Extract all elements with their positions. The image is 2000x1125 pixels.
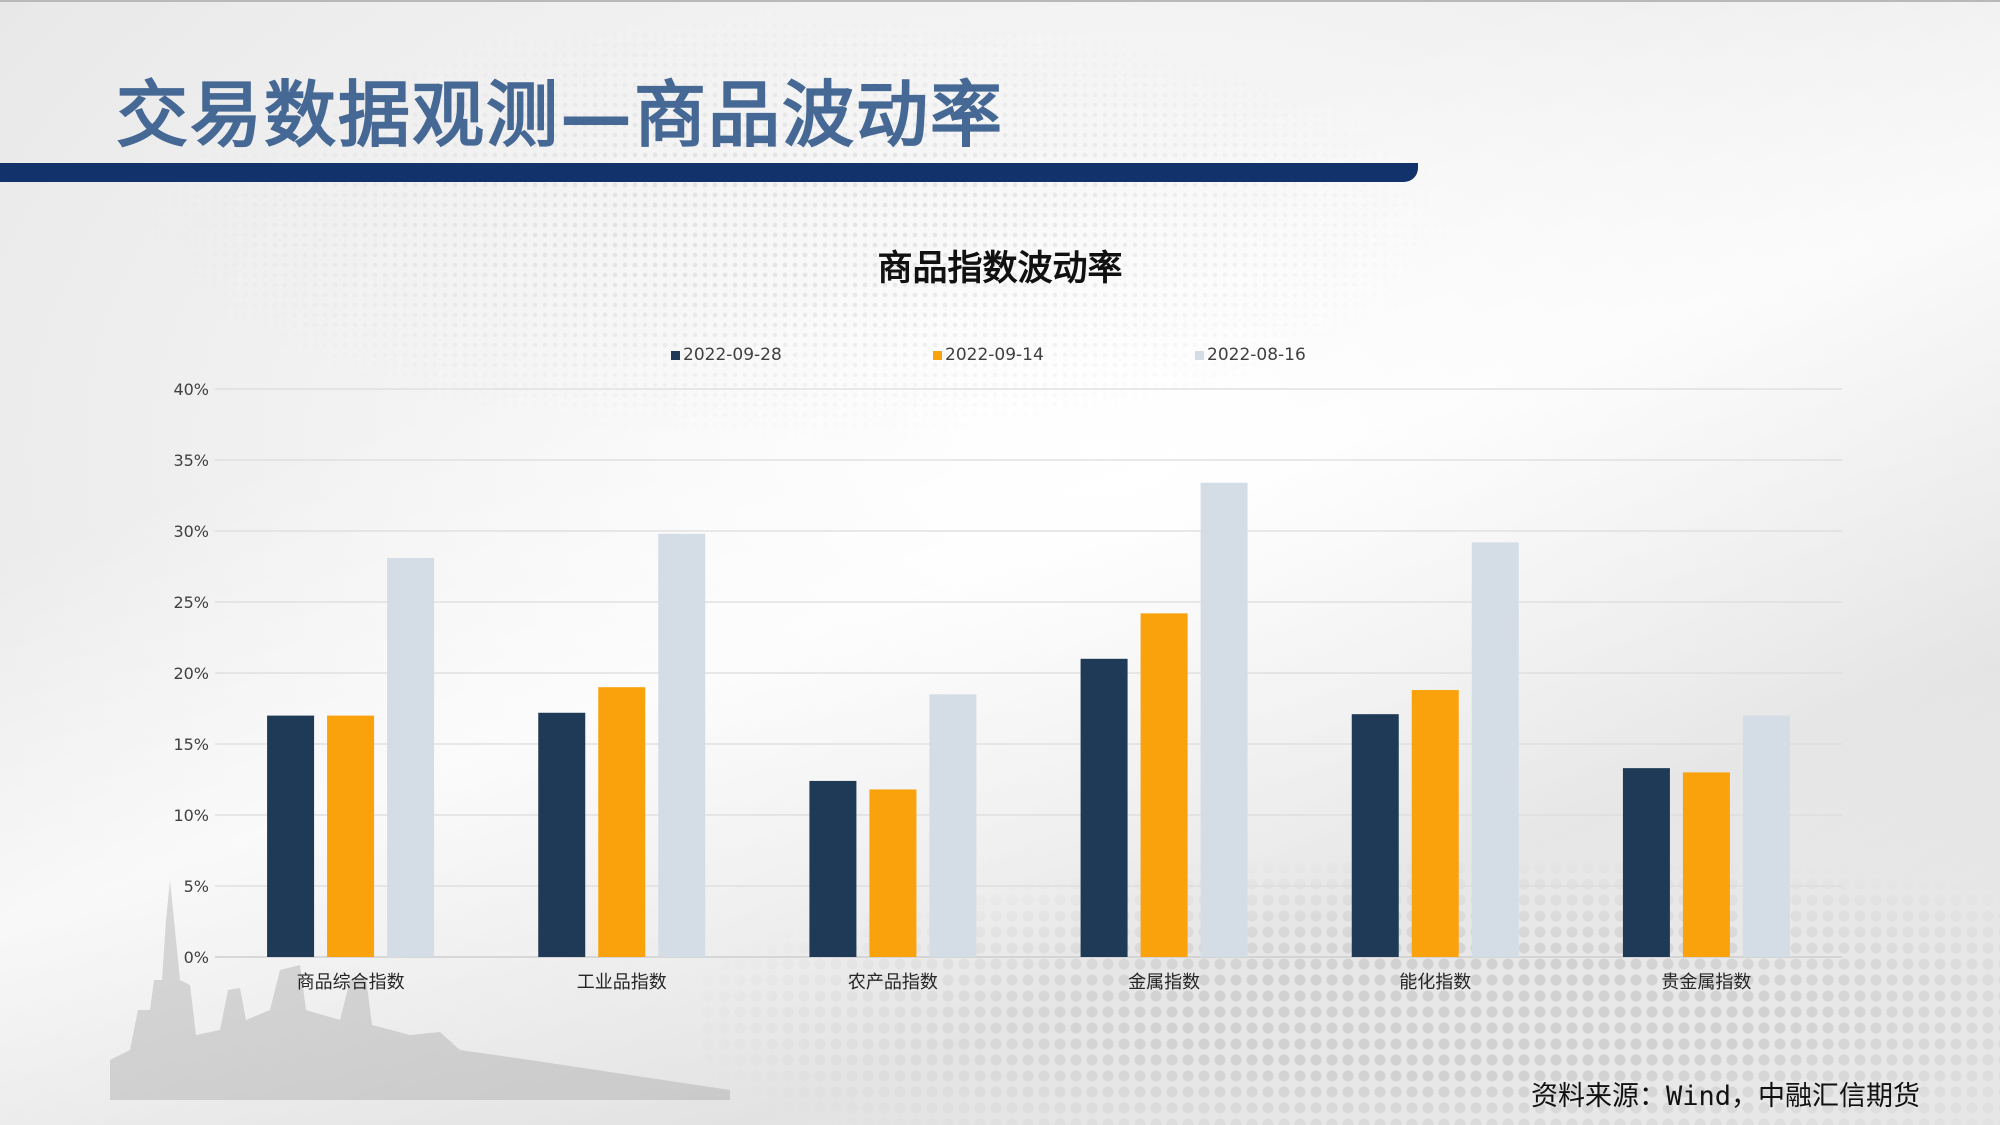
legend-item-series-1: 2022-09-28: [671, 345, 782, 365]
y-tick-label: 20%: [173, 664, 209, 683]
bar-3: [387, 557, 435, 957]
y-tick-label: 0%: [184, 948, 209, 967]
bar-1: [1351, 714, 1399, 957]
x-tick-label: 贵金属指数: [1661, 972, 1751, 993]
bar-1: [1080, 658, 1128, 957]
bar-1: [267, 715, 315, 957]
legend-item-series-2: 2022-09-14: [933, 345, 1044, 365]
bar-2: [327, 715, 375, 957]
y-tick-label: 5%: [184, 877, 209, 896]
bar-1: [809, 780, 857, 957]
y-tick-label: 15%: [173, 735, 209, 754]
legend-item-series-3: 2022-08-16: [1195, 345, 1306, 365]
header-top-line: [0, 0, 2000, 2]
legend-label-series-2: 2022-09-14: [945, 345, 1044, 365]
bar-2: [1411, 690, 1459, 957]
world-map-dots-decoration: [150, 10, 1450, 440]
x-tick-label: 工业品指数: [577, 972, 667, 993]
x-tick-label: 农产品指数: [848, 972, 938, 993]
bar-3: [658, 533, 706, 957]
bar-2: [1140, 613, 1188, 957]
bar-1: [1622, 768, 1670, 957]
y-tick-label: 35%: [173, 451, 209, 470]
legend-swatch-series-1: [671, 350, 680, 360]
legend-label-series-1: 2022-09-28: [683, 345, 782, 365]
y-tick-label: 25%: [173, 593, 209, 612]
chart-title: 商品指数波动率: [877, 249, 1123, 289]
y-tick-label: 30%: [173, 522, 209, 541]
x-tick-label: 能化指数: [1399, 972, 1471, 993]
legend-swatch-series-3: [1195, 350, 1204, 360]
bar-3: [929, 694, 977, 957]
source-note: 资料来源：Wind，中融汇信期货: [1530, 1081, 1920, 1112]
bar-2: [1682, 772, 1730, 957]
x-tick-label: 商品综合指数: [297, 972, 405, 993]
legend-label-series-3: 2022-08-16: [1207, 345, 1306, 365]
page-title: 交易数据观测—商品波动率: [116, 72, 1005, 157]
bar-3: [1471, 542, 1519, 957]
bar-2: [869, 789, 917, 957]
legend-swatch-series-2: [933, 350, 942, 360]
y-tick-label: 10%: [173, 806, 209, 825]
bar-2: [598, 687, 646, 957]
bar-3: [1200, 482, 1248, 957]
y-tick-label: 40%: [173, 380, 209, 399]
city-skyline-decoration: [110, 880, 730, 1100]
chart-legend: 2022-09-28 2022-09-14 2022-08-16: [0, 345, 2000, 369]
bar-1: [538, 712, 586, 957]
x-tick-label: 金属指数: [1128, 972, 1200, 993]
bar-3: [1742, 715, 1790, 957]
header-accent-bar: [0, 163, 1418, 182]
